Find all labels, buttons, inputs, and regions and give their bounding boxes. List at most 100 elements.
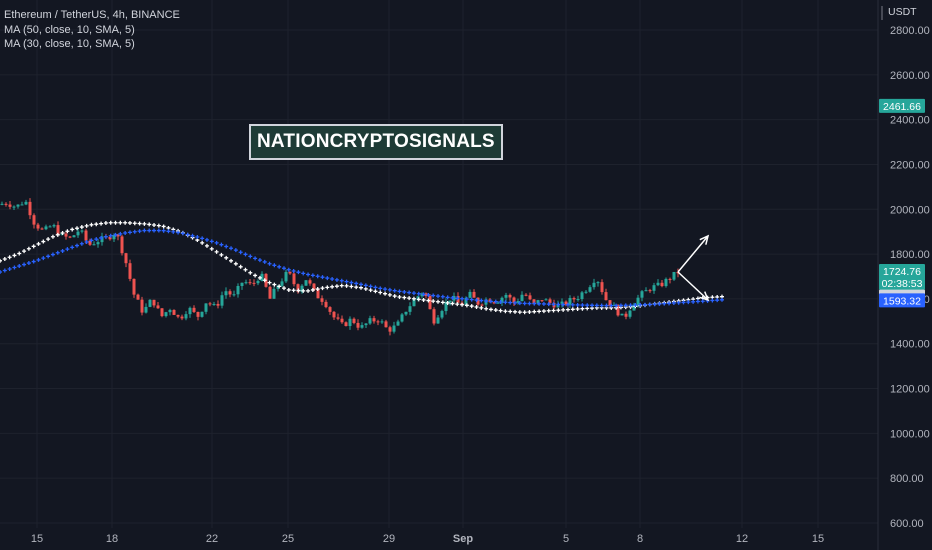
candle-body [640, 291, 644, 298]
ma30-marker [618, 303, 623, 308]
symbol-title[interactable]: Ethereum / TetherUS, 4h, BINANCE [4, 9, 180, 21]
ma30-marker [416, 291, 421, 296]
candle-body [280, 281, 284, 286]
ma50-marker [315, 287, 320, 292]
candle-body [336, 317, 340, 319]
price-tick-label: 1200.00 [890, 384, 930, 396]
candle-body [40, 228, 44, 230]
ma30-marker [695, 299, 700, 304]
ma50-marker [238, 264, 243, 269]
ma50-marker [392, 294, 397, 299]
ma30-marker [527, 301, 532, 306]
time-axis[interactable]: 15 18 22 25 29 Sep 5 8 12 15 [31, 533, 824, 545]
ma30-marker [229, 246, 234, 251]
candle-body [256, 280, 260, 284]
candle-body [304, 280, 308, 286]
ma50-marker [493, 308, 498, 313]
ma30-marker [281, 266, 286, 271]
ma30-marker [402, 289, 407, 294]
candle-body [544, 299, 548, 301]
ma50-marker [70, 227, 75, 232]
candle-body [636, 297, 640, 305]
candle-body [436, 317, 440, 324]
ma50-marker [527, 309, 532, 314]
ma50-marker [387, 292, 392, 297]
ma30-marker [681, 300, 686, 305]
ma30-marker [551, 302, 556, 307]
ma30-marker [479, 298, 484, 303]
candle-body [672, 271, 676, 280]
ma50-marker [248, 270, 253, 275]
price-tick-label: 600.00 [890, 518, 924, 530]
ma30-marker [286, 267, 291, 272]
ma50-marker [301, 288, 306, 293]
ma50-marker [368, 288, 373, 293]
time-tick-label: 25 [282, 533, 294, 545]
candle-body [316, 289, 320, 299]
candle-body [324, 301, 328, 308]
time-tick-label: 5 [563, 533, 569, 545]
ma50-marker [224, 255, 229, 260]
candle-body [464, 297, 468, 305]
ma30-marker [532, 301, 537, 306]
candle-body [608, 300, 612, 306]
ma50-marker [488, 307, 493, 312]
candle-body [88, 240, 92, 245]
ma30-marker [257, 258, 262, 263]
ma30-marker [26, 261, 31, 266]
ma50-marker [344, 283, 349, 288]
ma50-marker [41, 239, 46, 244]
ma30-marker [590, 303, 595, 308]
ma30-marker [513, 300, 518, 305]
ma30-marker [561, 302, 566, 307]
candle-body [252, 282, 256, 284]
candle-body [224, 291, 228, 296]
candle-body [312, 283, 316, 290]
candle-body [356, 322, 360, 328]
annotation-arrowhead [699, 291, 710, 302]
ma30-marker [272, 263, 277, 268]
ma30-marker [41, 256, 46, 261]
ma30-marker [604, 303, 609, 308]
ma50-marker [484, 306, 489, 311]
ma30-marker [209, 239, 214, 244]
ma50-marker [55, 232, 60, 237]
ma30-marker [397, 289, 402, 294]
ma50-marker [243, 267, 248, 272]
ma30-marker [565, 302, 570, 307]
ma50-marker [508, 309, 513, 314]
ma30-marker [291, 268, 296, 273]
candle-body [96, 242, 100, 245]
candle-body [400, 314, 404, 322]
ma30-marker [195, 234, 200, 239]
ma50-marker [161, 224, 166, 229]
candle-body [404, 311, 408, 315]
price-tick-label: 2400.00 [890, 115, 930, 127]
ma30-marker [498, 299, 503, 304]
ma30-marker [152, 228, 157, 233]
candle-body [92, 244, 96, 246]
candle-body [536, 300, 540, 304]
ma30-marker [445, 295, 450, 300]
candle-body [504, 294, 508, 298]
candle-body [320, 298, 324, 302]
ma50-marker [556, 308, 561, 313]
ma30-marker [671, 301, 676, 306]
ma50-marker [474, 304, 479, 309]
ma30-legend[interactable]: MA (30, close, 10, SMA, 5) [4, 38, 135, 50]
candle-body [28, 201, 32, 216]
ma30-marker [349, 280, 354, 285]
candle-body [116, 234, 120, 237]
candle-body [424, 293, 428, 296]
ma30-marker [488, 299, 493, 304]
ma50-legend[interactable]: MA (50, close, 10, SMA, 5) [4, 23, 135, 36]
ma50-marker [537, 309, 542, 314]
ma30-marker [113, 232, 118, 237]
candle-body [548, 299, 552, 303]
ma50-marker [7, 255, 12, 260]
candle-body [272, 288, 276, 299]
ma30-marker [46, 254, 51, 259]
ma50-marker [89, 222, 94, 227]
